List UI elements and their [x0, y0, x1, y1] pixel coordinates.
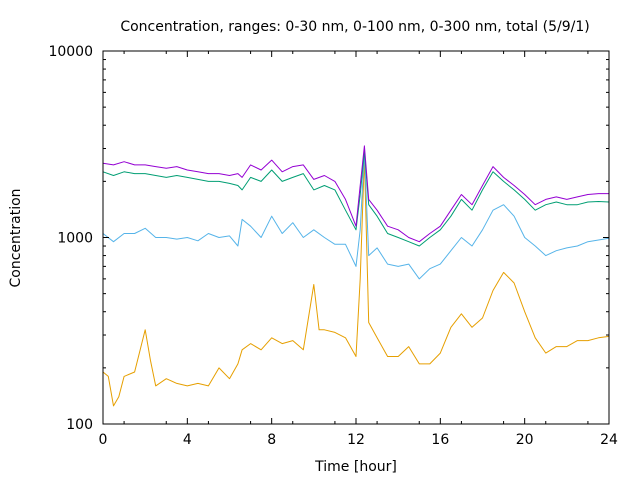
x-tick-label: 8: [267, 432, 276, 448]
chart-title: Concentration, ranges: 0-30 nm, 0-100 nm…: [120, 19, 589, 35]
series-line-4: [102, 145, 609, 243]
series-line-2: [102, 150, 610, 280]
plot-frame: [102, 50, 610, 425]
series-line-1: [102, 156, 610, 407]
series-line-3: [102, 150, 610, 247]
x-tick-label: 0: [99, 432, 108, 448]
y-tick-label: 10000: [48, 44, 93, 60]
x-tick-label: 12: [347, 432, 365, 448]
series-layer: [102, 145, 610, 407]
x-axis-label: Time [hour]: [314, 459, 397, 475]
axis-layer: 0 4 8 12 16 20 24 100 1000 10000: [48, 44, 618, 448]
x-tick-label: 16: [431, 432, 449, 448]
x-tick-label: 20: [516, 432, 534, 448]
y-tick-label: 1000: [57, 231, 93, 247]
y-axis-label: Concentration: [8, 188, 24, 287]
x-tick-label: 4: [183, 432, 192, 448]
x-tick-label: 24: [600, 432, 618, 448]
y-tick-label: 100: [66, 417, 93, 433]
